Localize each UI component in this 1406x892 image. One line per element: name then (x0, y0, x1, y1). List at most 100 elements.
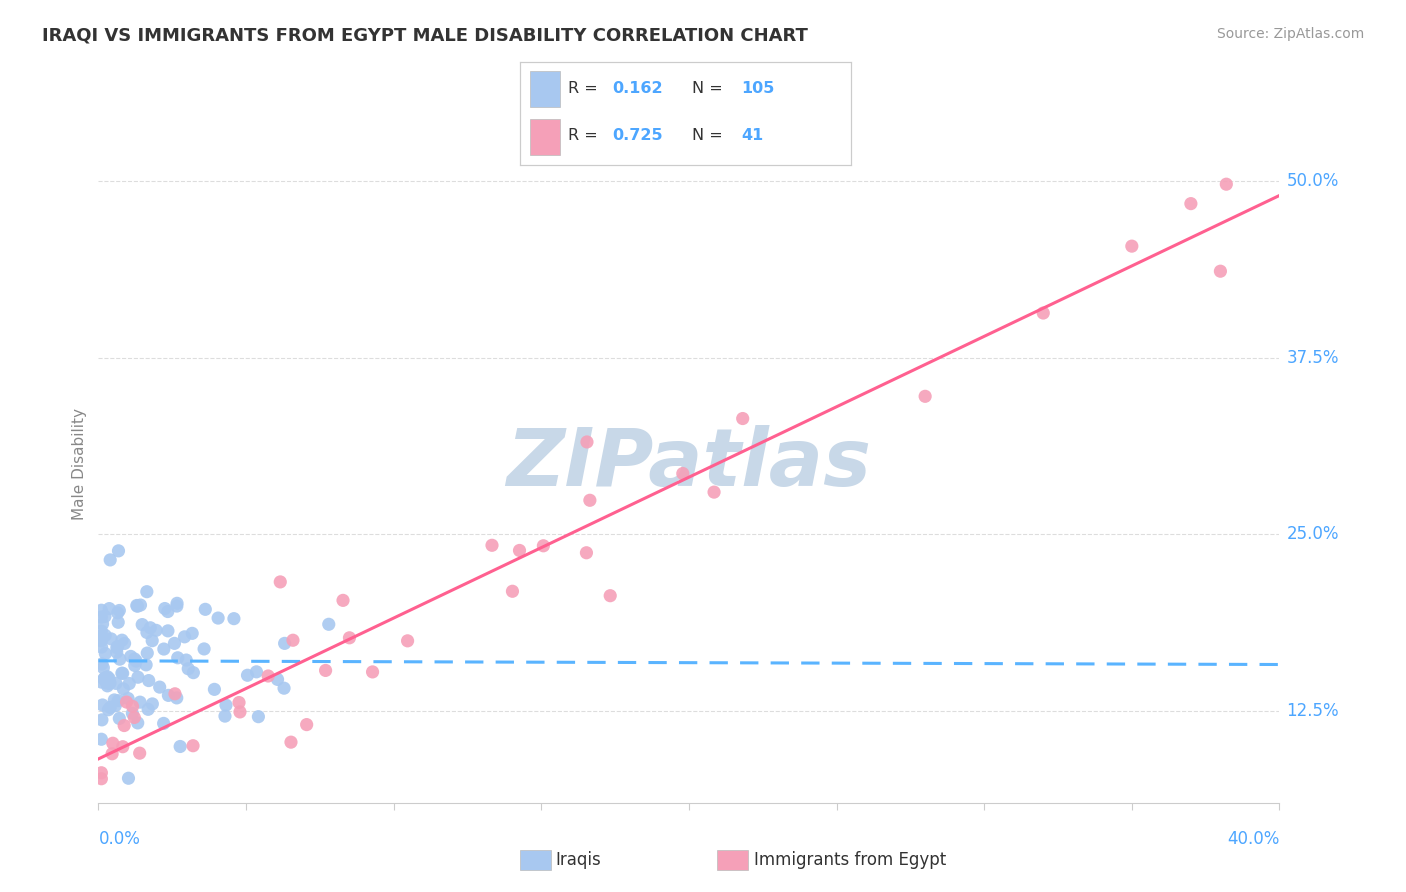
Point (112, 718, 135, 732)
Point (127, 715, 149, 730)
Point (149, 680, 172, 694)
Point (166, 690, 188, 705)
Point (215, 698, 238, 713)
Point (141, 633, 163, 648)
Point (247, 709, 270, 723)
Point (120, 649, 142, 664)
Point (173, 630, 195, 644)
Point (117, 771, 139, 785)
Point (107, 606, 129, 620)
Point (136, 646, 159, 660)
Point (97, 703, 120, 717)
Point (236, 668, 259, 682)
FancyBboxPatch shape (530, 119, 560, 155)
Point (214, 709, 236, 723)
Point (183, 665, 205, 680)
Point (90, 610, 112, 624)
Point (396, 633, 419, 648)
Point (107, 640, 129, 654)
Point (273, 636, 295, 650)
Point (318, 617, 340, 632)
Point (579, 493, 602, 508)
Text: 40.0%: 40.0% (1227, 830, 1279, 847)
Point (94, 609, 117, 624)
Point (129, 695, 152, 709)
Text: 50.0%: 50.0% (1286, 172, 1339, 190)
Point (104, 698, 127, 713)
Point (181, 739, 204, 753)
Text: 25.0%: 25.0% (1286, 525, 1339, 543)
Text: Source: ZipAtlas.com: Source: ZipAtlas.com (1216, 27, 1364, 41)
Point (114, 636, 136, 650)
Point (105, 645, 128, 659)
Point (575, 434, 598, 449)
Point (193, 642, 215, 657)
Point (96, 670, 118, 684)
Point (339, 631, 361, 645)
Point (166, 650, 188, 665)
Point (98, 676, 121, 690)
Point (1180, 196, 1202, 211)
Point (129, 598, 152, 612)
Point (98, 672, 121, 686)
Point (128, 746, 150, 760)
Point (96, 673, 118, 687)
Point (166, 599, 188, 613)
Point (127, 599, 149, 614)
Point (1032, 306, 1054, 320)
Point (108, 603, 131, 617)
Point (169, 739, 191, 754)
Point (531, 539, 554, 553)
Point (174, 653, 197, 667)
Point (91, 657, 114, 671)
Point (202, 682, 225, 697)
Point (121, 706, 143, 721)
Point (599, 589, 621, 603)
Point (166, 596, 188, 610)
Point (135, 584, 157, 599)
Point (112, 681, 135, 696)
Point (91, 617, 114, 632)
Point (508, 543, 530, 558)
Point (575, 546, 598, 560)
Point (163, 636, 186, 650)
Point (139, 621, 162, 635)
Point (228, 696, 250, 710)
Point (115, 695, 138, 709)
Point (136, 702, 159, 716)
Point (93, 661, 115, 675)
Y-axis label: Male Disability: Male Disability (72, 408, 87, 520)
Point (501, 584, 523, 599)
Point (124, 710, 146, 724)
Point (90, 765, 112, 780)
Point (295, 717, 318, 731)
Point (90, 732, 112, 747)
Point (1209, 264, 1232, 278)
Point (131, 617, 153, 632)
Text: 41: 41 (741, 128, 763, 144)
Point (101, 736, 124, 750)
Point (152, 716, 174, 731)
Text: 0.162: 0.162 (613, 81, 664, 96)
Point (156, 624, 179, 638)
Text: ZIPatlas: ZIPatlas (506, 425, 872, 503)
Point (111, 633, 134, 648)
Text: R =: R = (568, 81, 603, 96)
Point (125, 654, 148, 668)
Point (269, 574, 291, 589)
Point (108, 711, 131, 725)
Point (93, 672, 115, 686)
Point (481, 538, 503, 552)
Point (94, 628, 117, 642)
Point (145, 624, 167, 638)
Point (136, 625, 159, 640)
Text: 105: 105 (741, 81, 775, 96)
Point (222, 612, 245, 626)
Point (207, 611, 229, 625)
Point (332, 593, 354, 607)
Point (280, 735, 302, 749)
Text: N =: N = (692, 81, 728, 96)
Point (135, 657, 157, 672)
Point (672, 467, 695, 481)
Text: 37.5%: 37.5% (1286, 349, 1339, 367)
